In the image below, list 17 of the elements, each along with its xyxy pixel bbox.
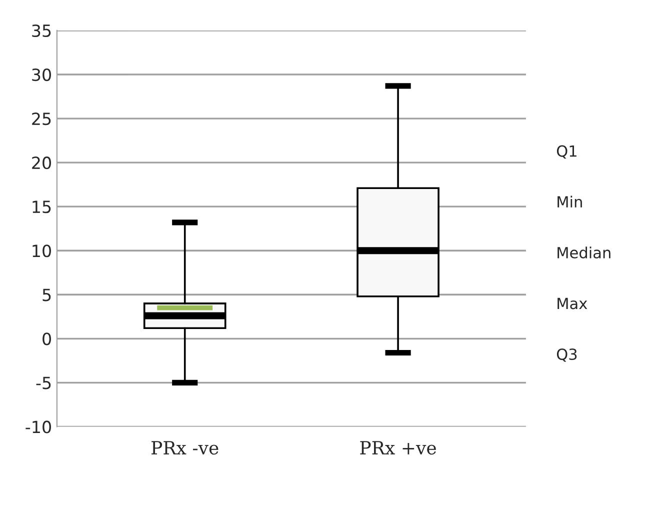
y-tick-label: 30 — [32, 68, 51, 82]
y-tick-label: 10 — [32, 244, 51, 258]
text: Q1 — [556, 145, 576, 159]
text: Min — [558, 196, 582, 208]
y-tick-label: 0 — [42, 332, 51, 346]
y-tick-label: 25 — [32, 112, 51, 126]
text: Q3 — [556, 348, 577, 362]
y-tick-label: 5 — [42, 288, 51, 302]
x-tick-label: PRx +ve — [360, 441, 436, 455]
text: Max — [558, 298, 588, 310]
x-tick-label: PRx -ve — [152, 441, 218, 455]
y-tick-label: 20 — [32, 156, 51, 170]
y-tick-label: 15 — [32, 200, 51, 214]
text: Median — [558, 246, 610, 258]
y-tick-label: -5 — [36, 376, 51, 390]
y-tick-label: 35 — [32, 24, 51, 38]
y-tick-label: -10 — [26, 420, 51, 434]
